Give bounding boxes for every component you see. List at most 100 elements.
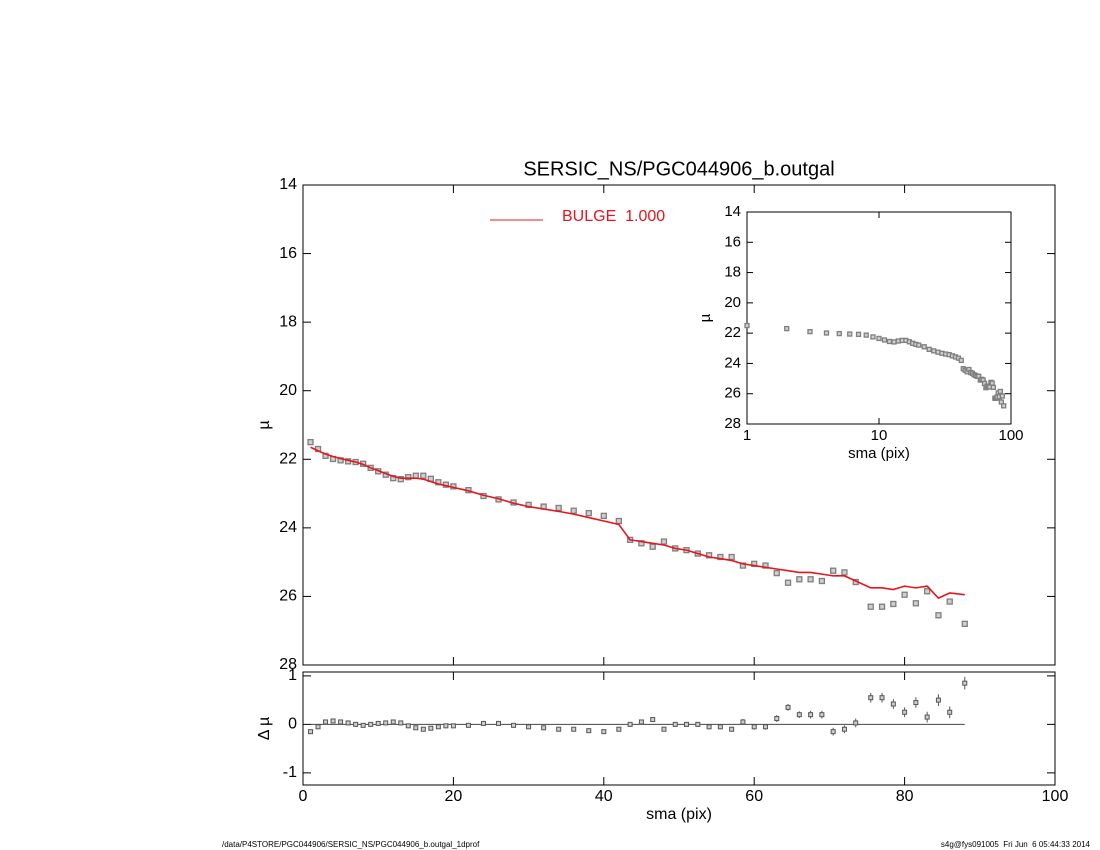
data-point	[823, 330, 830, 336]
residual-point	[413, 725, 419, 731]
data-point	[891, 339, 897, 345]
residual-point	[345, 720, 351, 726]
data-point	[773, 569, 780, 577]
y-axis-label: µ	[697, 313, 714, 322]
data-point	[946, 598, 953, 605]
data-point	[912, 600, 920, 607]
data-point	[615, 517, 622, 525]
residual-point	[360, 722, 366, 728]
residual-point	[323, 719, 329, 725]
data-point	[958, 357, 964, 364]
residual-point	[443, 723, 449, 729]
data-point	[863, 332, 869, 338]
residual-point	[601, 729, 607, 735]
chart-title: SERSIC_NS/PGC044906_b.outgal	[523, 158, 834, 180]
residual-point	[762, 724, 768, 730]
residual-point	[740, 719, 746, 725]
y-tick-label: 22	[279, 451, 297, 468]
data-point	[1001, 403, 1007, 409]
plot-frame	[302, 671, 1056, 786]
residual-point	[616, 726, 622, 732]
y-tick-label: 14	[279, 176, 297, 193]
residual-point	[879, 695, 885, 701]
plot-frame	[302, 184, 1056, 666]
data-point	[807, 576, 814, 583]
data-point	[744, 322, 750, 329]
data-point	[784, 325, 790, 332]
data-point	[660, 538, 668, 545]
data-point	[924, 588, 931, 595]
y-axis-label: µ	[256, 420, 273, 429]
data-point	[870, 334, 876, 340]
residual-point	[717, 724, 723, 730]
y-tick-label: 24	[279, 519, 297, 536]
residual-point	[868, 695, 874, 701]
data-point	[784, 579, 792, 586]
residual-point	[841, 726, 847, 732]
residual-point	[368, 721, 374, 727]
residual-point	[751, 724, 757, 730]
data-point	[818, 577, 826, 585]
residual-point	[586, 728, 592, 734]
residual-point	[890, 701, 896, 707]
footer-right: s4g@fys091005 Fri Jun 6 05:44:33 2014	[941, 840, 1091, 849]
data-point	[570, 507, 577, 514]
data-point	[855, 331, 862, 338]
data-point	[841, 569, 848, 576]
data-point	[890, 600, 897, 608]
residual-point	[383, 720, 389, 726]
y-tick-label: 28	[279, 656, 297, 673]
residual-point	[556, 726, 562, 732]
residual-point	[808, 712, 814, 718]
data-point	[649, 543, 656, 550]
y-tick-label: 16	[279, 245, 297, 262]
residual-point	[913, 700, 919, 706]
residual-point	[924, 714, 930, 720]
x-tick-label: 20	[445, 788, 463, 805]
residual-point	[571, 726, 577, 732]
data-point	[901, 591, 908, 598]
data-point	[847, 331, 853, 337]
x-axis-label: sma (pix)	[646, 806, 712, 823]
data-point	[830, 567, 837, 574]
residual-point	[672, 721, 678, 727]
residual-point	[398, 720, 404, 726]
residual-point	[465, 722, 471, 728]
residual-point	[661, 726, 667, 732]
x-tick-label: 80	[896, 788, 914, 805]
y-axis-label: Δ µ	[256, 717, 273, 740]
data-point	[931, 348, 937, 354]
x-tick-label: 10	[871, 427, 888, 444]
residual-point	[947, 709, 953, 715]
residual-point	[330, 718, 336, 724]
x-tick-label: 40	[595, 788, 613, 805]
data-point	[600, 512, 607, 520]
residual-point	[830, 729, 836, 735]
y-tick-label: 0	[288, 716, 297, 733]
residual-point	[428, 725, 434, 731]
data-point	[876, 335, 882, 342]
residual-point	[375, 720, 381, 726]
data-point	[997, 388, 1003, 395]
residual-point	[541, 725, 547, 731]
x-tick-label: 60	[745, 788, 763, 805]
residual-point	[684, 721, 690, 727]
y-tick-label: 16	[724, 233, 741, 250]
residual-point	[353, 721, 359, 727]
residual-point	[935, 697, 941, 703]
data-point	[878, 603, 886, 610]
residual-point	[405, 723, 411, 729]
y-tick-label: 28	[724, 415, 741, 432]
data-point	[886, 338, 893, 345]
y-tick-label: 14	[724, 203, 741, 220]
residual-point	[774, 716, 780, 722]
residual-point	[819, 712, 825, 718]
plot-frame	[746, 211, 1012, 425]
residual-point	[706, 724, 712, 730]
footer-left: /data/P4STORE/PGC044906/SERSIC_NS/PGC044…	[222, 840, 480, 849]
y-tick-label: 24	[724, 354, 741, 371]
residual-point	[435, 724, 441, 730]
y-tick-label: -1	[283, 764, 297, 781]
data-point	[397, 476, 404, 483]
